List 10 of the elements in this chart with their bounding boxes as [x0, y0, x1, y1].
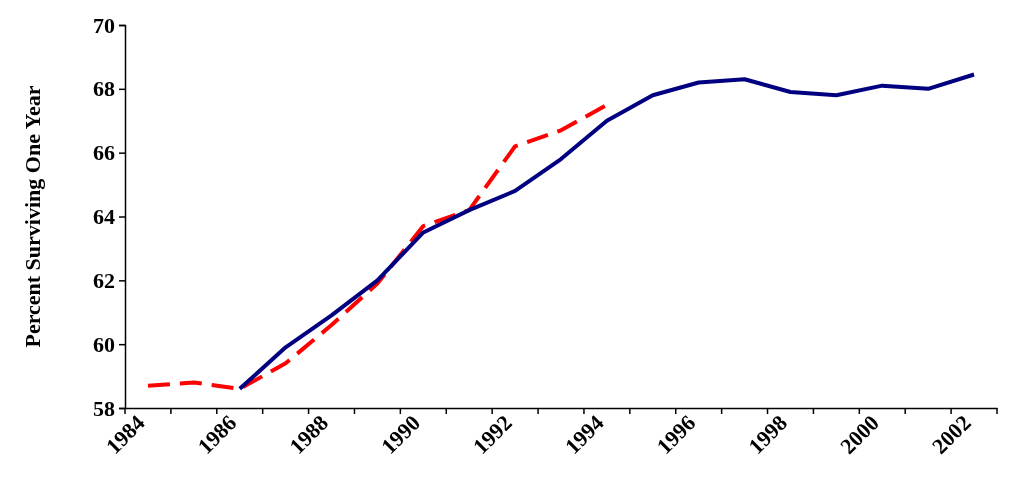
- y-tick-label: 62: [93, 267, 115, 293]
- y-tick-label: 58: [93, 395, 115, 421]
- y-tick-label: 66: [93, 140, 115, 166]
- y-tick-label: 70: [93, 12, 115, 38]
- line-series: [237, 72, 977, 391]
- y-tick-label: 60: [93, 331, 115, 357]
- y-tick-label: 64: [93, 204, 115, 230]
- line-series: [145, 102, 609, 391]
- y-axis-title: Percent Surviving One Year: [20, 85, 45, 348]
- y-tick-label: 68: [93, 76, 115, 102]
